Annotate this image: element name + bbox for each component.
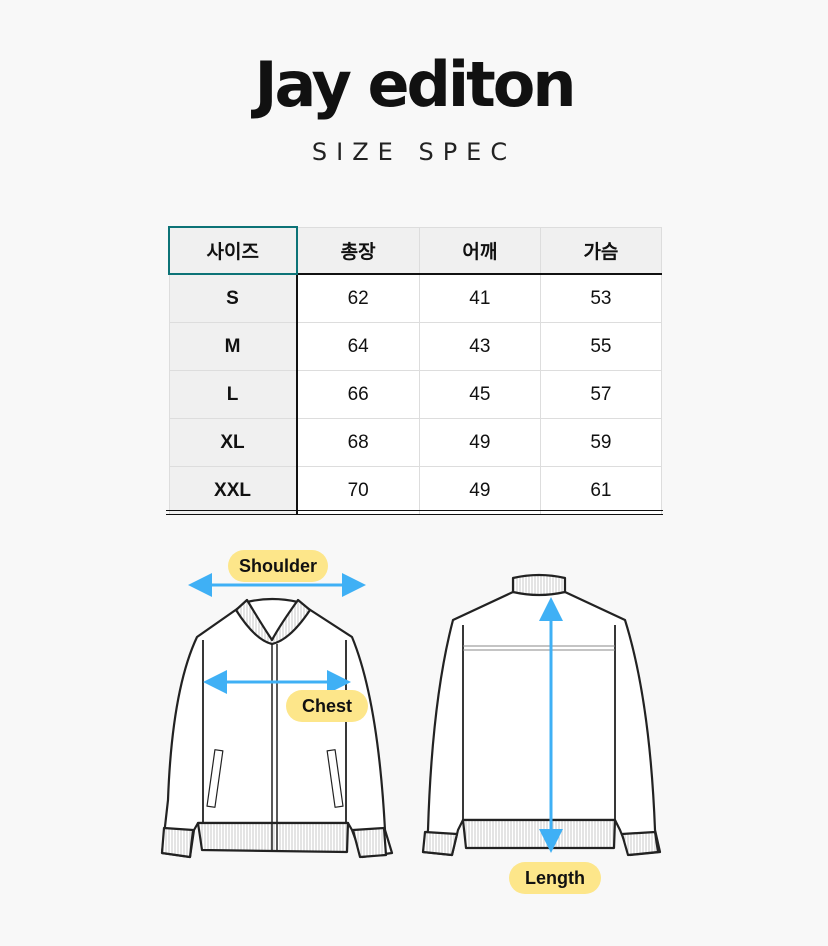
cell: 61	[539, 466, 663, 515]
cell: 49	[418, 418, 541, 467]
cell: 64	[296, 322, 420, 371]
back-jacket	[421, 573, 662, 857]
header-length: 총장	[296, 226, 420, 275]
size-table: 사이즈 총장 어깨 가슴 S 62 41 53 M 64 43 55 L 66 45 57 XL 6…	[168, 226, 663, 515]
shoulder-label: Shoulder	[228, 550, 328, 582]
table-header-row: 사이즈 총장 어깨 가슴	[168, 226, 663, 275]
cell: 55	[539, 322, 663, 371]
header-chest: 가슴	[539, 226, 663, 275]
size-cell: XL	[168, 418, 298, 467]
table-bottom-border	[166, 510, 663, 515]
chest-label: Chest	[286, 690, 368, 722]
page-subtitle: SIZE SPEC	[311, 138, 517, 166]
cell: 41	[418, 273, 541, 323]
table-row: S 62 41 53	[168, 273, 663, 323]
front-jacket	[160, 597, 394, 859]
size-cell: L	[168, 370, 298, 419]
cell: 66	[296, 370, 420, 419]
cell: 59	[539, 418, 663, 467]
cell: 62	[296, 273, 420, 323]
header-size: 사이즈	[168, 226, 298, 275]
header-shoulder: 어깨	[418, 226, 541, 275]
brand-logo: Jay editon	[254, 48, 576, 121]
size-cell: S	[168, 273, 298, 323]
table-row: L 66 45 57	[168, 370, 663, 419]
table-row: M 64 43 55	[168, 322, 663, 371]
size-cell: M	[168, 322, 298, 371]
cell: 45	[418, 370, 541, 419]
cell: 43	[418, 322, 541, 371]
length-label: Length	[509, 862, 601, 894]
cell: 53	[539, 273, 663, 323]
size-cell: XXL	[168, 466, 298, 515]
cell: 49	[418, 466, 541, 515]
